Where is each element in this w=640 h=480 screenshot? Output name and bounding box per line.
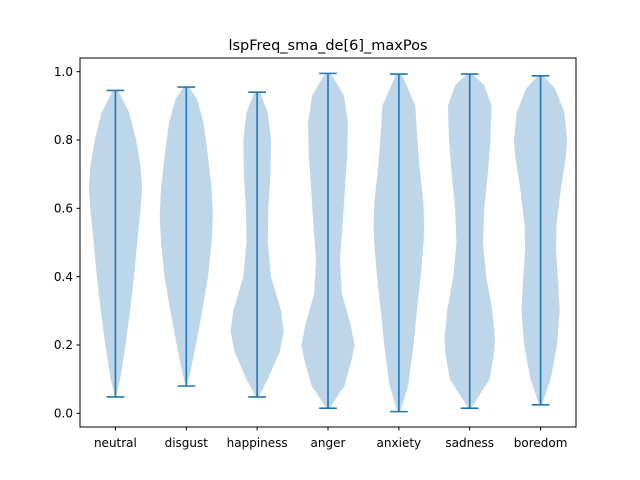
x-tick-label-disgust: disgust xyxy=(165,436,209,450)
chart-title: lspFreq_sma_de[6]_maxPos xyxy=(228,38,427,54)
x-tick-label-neutral: neutral xyxy=(94,436,137,450)
y-tick-label: 1.0 xyxy=(54,65,73,79)
x-tick-label-anxiety: anxiety xyxy=(377,436,422,450)
y-tick-label: 0.6 xyxy=(54,202,73,216)
x-tick-label-sadness: sadness xyxy=(445,436,494,450)
x-axis: neutral disgust happiness anger anxiety sadne… xyxy=(94,427,567,450)
y-tick-label: 0.2 xyxy=(54,338,73,352)
violin-lines xyxy=(106,72,550,413)
y-tick-label: 0.0 xyxy=(54,407,73,421)
x-tick-label-boredom: boredom xyxy=(514,436,568,450)
x-tick-label-anger: anger xyxy=(311,436,346,450)
y-axis: 0.0 0.2 0.4 0.6 0.8 1.0 xyxy=(54,65,80,421)
x-tick-label-happiness: happiness xyxy=(227,436,288,450)
y-tick-label: 0.4 xyxy=(54,270,73,284)
y-tick-label: 0.8 xyxy=(54,133,73,147)
